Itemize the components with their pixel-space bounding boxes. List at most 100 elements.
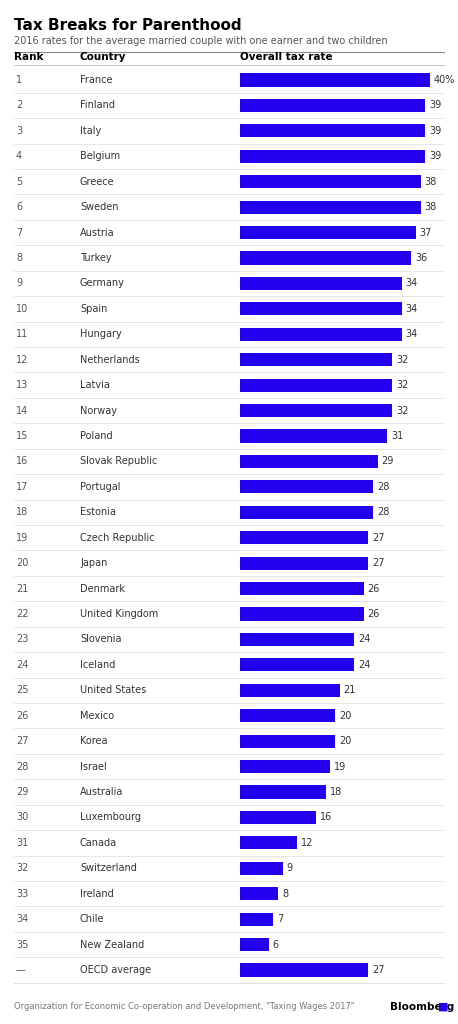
Text: 23: 23 xyxy=(16,635,28,644)
Bar xyxy=(240,429,387,442)
Text: 39: 39 xyxy=(429,100,442,111)
Text: 28: 28 xyxy=(16,762,28,771)
Text: Organization for Economic Co-operation and Development, "Taxing Wages 2017": Organization for Economic Co-operation a… xyxy=(14,1002,354,1011)
Text: 12: 12 xyxy=(301,838,313,848)
Text: 30: 30 xyxy=(16,812,28,822)
Bar xyxy=(240,760,330,773)
Text: 4: 4 xyxy=(16,152,22,162)
Bar xyxy=(240,226,416,240)
Text: 19: 19 xyxy=(16,532,28,543)
Bar xyxy=(240,709,335,722)
Text: 9: 9 xyxy=(16,279,22,289)
Bar xyxy=(240,480,373,494)
Text: Estonia: Estonia xyxy=(80,507,116,517)
Bar xyxy=(240,328,402,341)
Text: Poland: Poland xyxy=(80,431,113,441)
Text: 27: 27 xyxy=(372,558,385,568)
Text: Hungary: Hungary xyxy=(80,330,122,339)
Text: 21: 21 xyxy=(344,685,356,695)
Text: 20: 20 xyxy=(339,736,351,746)
Text: Greece: Greece xyxy=(80,177,114,186)
Text: 38: 38 xyxy=(425,177,437,186)
Text: 34: 34 xyxy=(405,330,418,339)
Text: 25: 25 xyxy=(16,685,28,695)
Text: 31: 31 xyxy=(16,838,28,848)
Text: 32: 32 xyxy=(396,406,409,416)
Text: Rank: Rank xyxy=(14,52,44,62)
Bar xyxy=(240,251,411,264)
Text: 10: 10 xyxy=(16,304,28,314)
Text: 1: 1 xyxy=(16,75,22,85)
Text: —: — xyxy=(16,965,26,975)
Text: United Kingdom: United Kingdom xyxy=(80,609,158,618)
Text: 27: 27 xyxy=(372,532,385,543)
Bar xyxy=(240,734,335,748)
Text: 38: 38 xyxy=(425,202,437,212)
Text: 24: 24 xyxy=(358,659,371,670)
Text: Norway: Norway xyxy=(80,406,117,416)
Bar xyxy=(240,684,340,697)
Text: 34: 34 xyxy=(16,914,28,924)
Text: 22: 22 xyxy=(16,609,28,618)
Text: ■: ■ xyxy=(438,1002,448,1012)
Bar xyxy=(240,124,425,137)
Text: Korea: Korea xyxy=(80,736,108,746)
Text: Chile: Chile xyxy=(80,914,104,924)
Bar xyxy=(240,861,283,874)
Text: 2: 2 xyxy=(16,100,22,111)
Text: New Zealand: New Zealand xyxy=(80,940,144,949)
Text: 31: 31 xyxy=(391,431,403,441)
Text: 39: 39 xyxy=(429,152,442,162)
Bar xyxy=(240,556,368,569)
Bar xyxy=(240,938,268,951)
Text: 20: 20 xyxy=(339,711,351,721)
Text: 21: 21 xyxy=(16,584,28,594)
Text: 33: 33 xyxy=(16,889,28,899)
Text: Portugal: Portugal xyxy=(80,482,120,492)
Text: 27: 27 xyxy=(372,965,385,975)
Bar xyxy=(240,99,425,112)
Text: 11: 11 xyxy=(16,330,28,339)
Text: 24: 24 xyxy=(16,659,28,670)
Text: 16: 16 xyxy=(16,457,28,466)
Text: 13: 13 xyxy=(16,380,28,390)
Text: 14: 14 xyxy=(16,406,28,416)
Text: Italy: Italy xyxy=(80,126,101,136)
Text: 24: 24 xyxy=(358,635,371,644)
Bar xyxy=(240,582,364,595)
Bar xyxy=(240,837,297,850)
Text: 28: 28 xyxy=(377,507,389,517)
Text: Iceland: Iceland xyxy=(80,659,115,670)
Text: 2016 rates for the average married couple with one earner and two children: 2016 rates for the average married coupl… xyxy=(14,36,387,46)
Bar xyxy=(240,150,425,163)
Bar xyxy=(240,912,273,926)
Text: 6: 6 xyxy=(273,940,278,949)
Text: France: France xyxy=(80,75,113,85)
Bar xyxy=(240,531,368,545)
Bar xyxy=(240,276,402,290)
Text: 6: 6 xyxy=(16,202,22,212)
Text: 7: 7 xyxy=(277,914,284,924)
Text: 8: 8 xyxy=(282,889,288,899)
Text: 32: 32 xyxy=(396,380,409,390)
Text: 32: 32 xyxy=(396,354,409,365)
Text: 40%: 40% xyxy=(434,75,455,85)
Bar xyxy=(240,201,420,214)
Bar xyxy=(240,811,316,824)
Text: 32: 32 xyxy=(16,863,28,873)
Text: Finland: Finland xyxy=(80,100,115,111)
Text: Ireland: Ireland xyxy=(80,889,114,899)
Bar xyxy=(240,658,354,672)
Text: 18: 18 xyxy=(16,507,28,517)
Text: Bloomberg: Bloomberg xyxy=(390,1002,454,1012)
Text: 37: 37 xyxy=(420,227,432,238)
Text: Country: Country xyxy=(80,52,126,62)
Text: Israel: Israel xyxy=(80,762,107,771)
Text: 28: 28 xyxy=(377,482,389,492)
Text: 29: 29 xyxy=(16,787,28,797)
Text: 9: 9 xyxy=(287,863,293,873)
Text: Mexico: Mexico xyxy=(80,711,114,721)
Bar xyxy=(240,887,278,900)
Text: Luxembourg: Luxembourg xyxy=(80,812,141,822)
Text: 34: 34 xyxy=(405,304,418,314)
